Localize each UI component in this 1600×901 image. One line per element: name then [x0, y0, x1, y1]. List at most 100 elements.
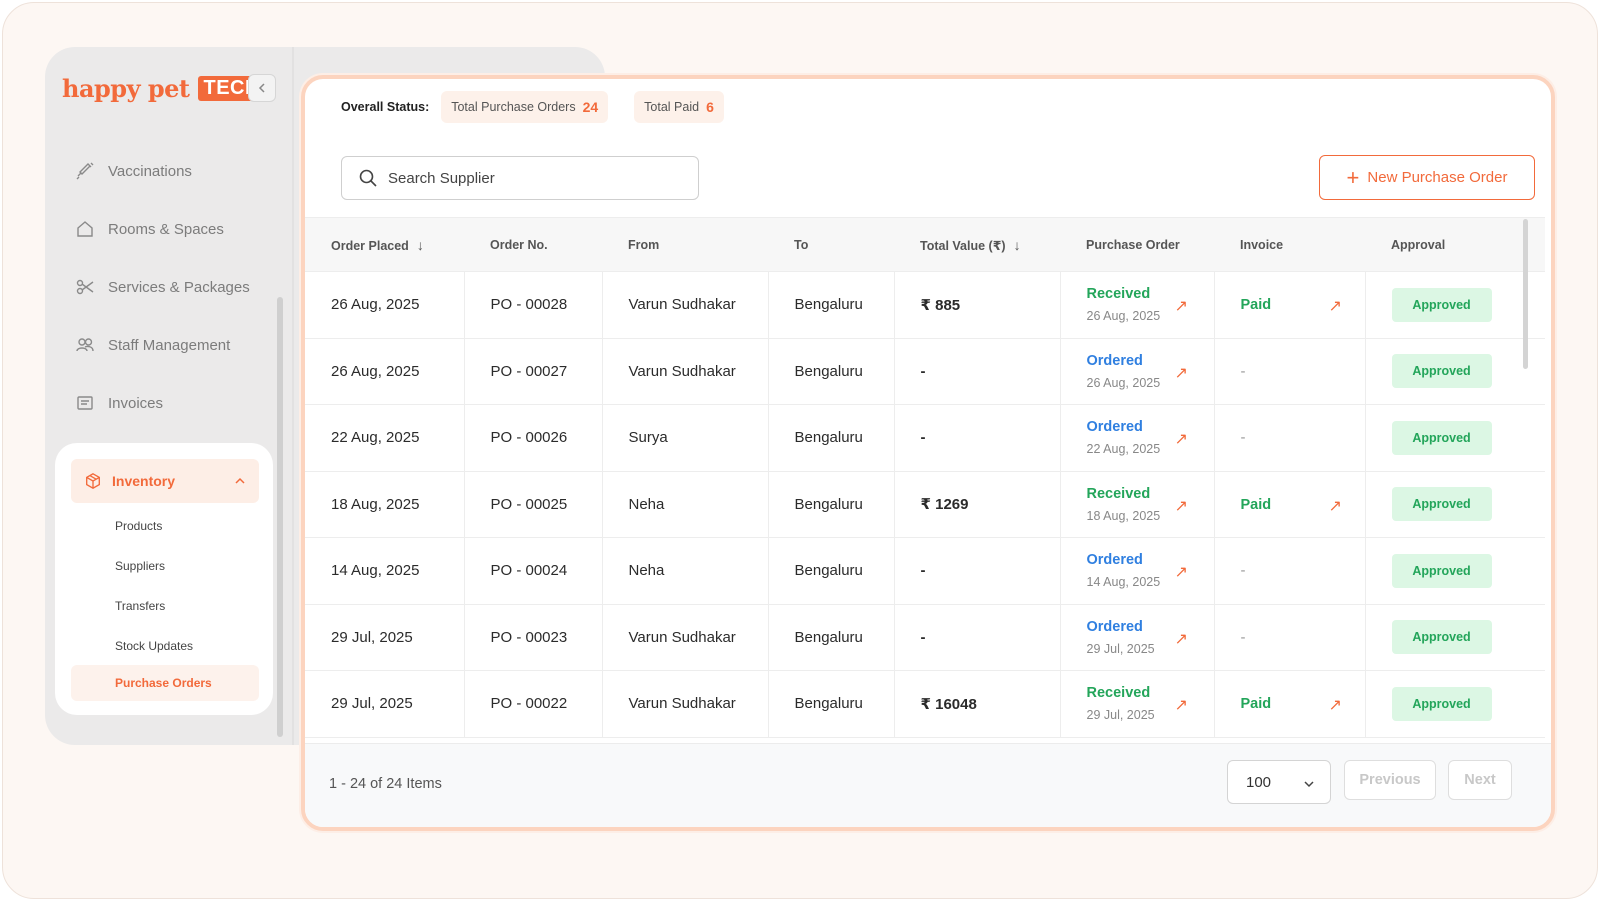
- cell-from: Varun Sudhakar: [602, 670, 769, 738]
- external-link-icon[interactable]: ↗: [1328, 298, 1342, 315]
- cell-order-placed: 26 Aug, 2025: [305, 338, 465, 405]
- external-link-icon[interactable]: ↗: [1174, 630, 1188, 648]
- sidebar-nav: Vaccinations Rooms & Spaces Services & P…: [75, 142, 285, 432]
- po-date: 26 Aug, 2025: [1086, 309, 1161, 324]
- invoice-status: Paid: [1240, 496, 1272, 513]
- chip-count: 24: [582, 99, 599, 115]
- sidebar-item-inventory[interactable]: Inventory: [71, 459, 259, 503]
- external-link-icon[interactable]: ↗: [1174, 697, 1188, 714]
- approval-badge: Approved: [1391, 553, 1492, 588]
- invoice-status: -: [1240, 362, 1246, 380]
- column-header-invoice: Invoice: [1214, 217, 1365, 272]
- cell-purchase-order: Received 29 Jul, 2025 ↗: [1060, 670, 1215, 738]
- cell-order-no: PO - 00027: [464, 338, 603, 405]
- external-link-icon[interactable]: ↗: [1328, 697, 1342, 714]
- cell-total-value: ₹ 1269: [894, 471, 1061, 538]
- table-header-row: Order Placed ↓ Order No. From To Total Va…: [305, 217, 1545, 272]
- external-link-icon[interactable]: ↗: [1174, 431, 1188, 448]
- chevron-up-icon: [235, 477, 245, 484]
- external-link-icon[interactable]: ↗: [1328, 497, 1342, 515]
- table-row[interactable]: 14 Aug, 2025 PO - 00024 Neha Bengaluru - Orde…: [305, 537, 1545, 605]
- logo-text: happy pet: [62, 74, 190, 103]
- page-size-select[interactable]: 100: [1227, 760, 1331, 804]
- cell-approval: Approved: [1365, 271, 1545, 339]
- next-page-button[interactable]: Next: [1448, 760, 1512, 800]
- new-purchase-order-button[interactable]: + New Purchase Order: [1319, 155, 1535, 200]
- external-link-icon[interactable]: ↗: [1174, 364, 1188, 382]
- po-status: Received: [1086, 685, 1151, 702]
- overall-status-label: Overall Status:: [341, 100, 430, 114]
- table-row[interactable]: 29 Jul, 2025 PO - 00023 Varun Sudhakar Beng…: [305, 604, 1545, 671]
- external-link-icon[interactable]: ↗: [1174, 298, 1188, 315]
- cell-approval: Approved: [1365, 404, 1545, 472]
- previous-page-button[interactable]: Previous: [1344, 760, 1436, 800]
- column-header-approval: Approval: [1365, 217, 1545, 272]
- cell-invoice: -: [1214, 537, 1366, 605]
- cell-invoice: Paid ↗: [1214, 271, 1366, 339]
- approval-badge: Approved: [1391, 287, 1492, 322]
- cell-order-no: PO - 00023: [464, 604, 603, 671]
- table-row[interactable]: 29 Jul, 2025 PO - 00022 Varun Sudhakar Beng…: [305, 670, 1545, 738]
- sidebar-subitem-stock-updates[interactable]: Stock Updates: [115, 639, 194, 653]
- table-footer: 1 - 24 of 24 Items 100 Previous Next: [305, 743, 1551, 827]
- column-header-purchase-order: Purchase Order: [1060, 217, 1214, 272]
- chip-label: Total Paid: [644, 100, 700, 114]
- sidebar-item-staff[interactable]: Staff Management: [75, 316, 285, 374]
- po-status: Ordered: [1086, 552, 1143, 569]
- table-row[interactable]: 18 Aug, 2025 PO - 00025 Neha Bengaluru ₹ 126…: [305, 471, 1545, 538]
- po-status: Ordered: [1086, 419, 1143, 436]
- cell-order-placed: 22 Aug, 2025: [305, 404, 465, 472]
- sidebar-subitem-transfers[interactable]: Transfers: [115, 599, 166, 613]
- sidebar-item-label: Inventory: [112, 473, 176, 489]
- page-size-value: 100: [1246, 773, 1272, 791]
- cell-total-value: ₹ 885: [894, 271, 1061, 339]
- po-date: 14 Aug, 2025: [1086, 575, 1161, 590]
- external-link-icon[interactable]: ↗: [1174, 564, 1188, 581]
- sidebar-item-vaccinations[interactable]: Vaccinations: [75, 142, 285, 200]
- sidebar-item-services[interactable]: Services & Packages: [75, 258, 285, 316]
- sidebar-scrollbar[interactable]: [277, 297, 283, 737]
- sidebar-item-invoices[interactable]: Invoices: [75, 374, 285, 432]
- invoice-status: -: [1240, 628, 1246, 646]
- cell-order-placed: 29 Jul, 2025: [305, 604, 465, 671]
- cell-order-no: PO - 00024: [464, 537, 603, 605]
- table-row[interactable]: 26 Aug, 2025 PO - 00027 Varun Sudhakar Beng…: [305, 338, 1545, 405]
- sort-arrow-down-icon[interactable]: ↓: [1013, 236, 1021, 253]
- cell-from: Neha: [602, 471, 769, 538]
- approval-badge: Approved: [1391, 420, 1492, 455]
- cell-from: Surya: [602, 404, 769, 472]
- sidebar-item-label: Staff Management: [108, 336, 231, 354]
- cell-order-no: PO - 00026: [464, 404, 603, 472]
- cell-invoice: -: [1214, 404, 1366, 472]
- cell-order-no: PO - 00025: [464, 471, 603, 538]
- users-icon: [76, 338, 94, 352]
- total-paid-chip: Total Paid 6: [634, 91, 724, 123]
- sidebar-item-rooms[interactable]: Rooms & Spaces: [75, 200, 285, 258]
- table-row[interactable]: 26 Aug, 2025 PO - 00028 Varun Sudhakar Beng…: [305, 271, 1545, 339]
- plus-icon: +: [1346, 164, 1360, 190]
- box-icon: [86, 473, 100, 489]
- approval-badge: Approved: [1391, 354, 1492, 389]
- collapse-sidebar-button[interactable]: [248, 74, 276, 102]
- search-icon: [359, 169, 377, 187]
- po-date: 18 Aug, 2025: [1086, 508, 1161, 523]
- cell-from: Varun Sudhakar: [602, 604, 769, 671]
- column-header-total-value[interactable]: Total Value (₹) ↓: [894, 217, 1060, 272]
- cell-invoice: Paid ↗: [1214, 670, 1366, 738]
- external-link-icon[interactable]: ↗: [1174, 497, 1188, 515]
- cell-order-placed: 29 Jul, 2025: [305, 670, 465, 738]
- sidebar-subitem-products[interactable]: Products: [115, 519, 163, 533]
- sort-arrow-down-icon[interactable]: ↓: [416, 236, 424, 253]
- table-row[interactable]: 22 Aug, 2025 PO - 00026 Surya Bengaluru - Ord…: [305, 404, 1545, 472]
- sidebar-subitem-purchase-orders[interactable]: Purchase Orders: [71, 665, 259, 701]
- sidebar-subitem-suppliers[interactable]: Suppliers: [115, 559, 166, 573]
- cell-order-placed: 18 Aug, 2025: [305, 471, 465, 538]
- table-scrollbar[interactable]: [1523, 219, 1528, 369]
- chevron-down-icon: [1304, 781, 1314, 788]
- po-date: 29 Jul, 2025: [1086, 641, 1155, 656]
- column-header-order-placed[interactable]: Order Placed ↓: [305, 217, 464, 272]
- search-placeholder: Search Supplier: [388, 169, 495, 187]
- search-input[interactable]: Search Supplier: [341, 156, 699, 200]
- sidebar-item-label: Vaccinations: [108, 162, 192, 180]
